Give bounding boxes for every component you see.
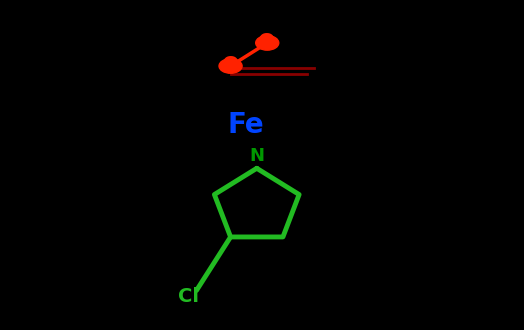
Text: O: O	[222, 56, 239, 76]
Text: N: N	[249, 147, 264, 165]
Circle shape	[256, 36, 279, 50]
Circle shape	[219, 59, 242, 73]
Text: Cl: Cl	[178, 287, 199, 307]
Text: O: O	[258, 33, 276, 53]
Text: Fe: Fe	[228, 112, 265, 139]
